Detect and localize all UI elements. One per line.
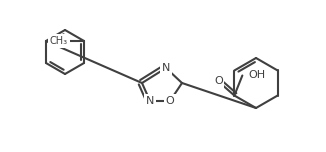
Text: N: N [146, 96, 154, 106]
Text: O: O [214, 76, 223, 86]
Text: OH: OH [248, 71, 265, 81]
Text: CH₃: CH₃ [50, 36, 68, 46]
Text: N: N [162, 63, 170, 73]
Text: O: O [166, 96, 174, 106]
